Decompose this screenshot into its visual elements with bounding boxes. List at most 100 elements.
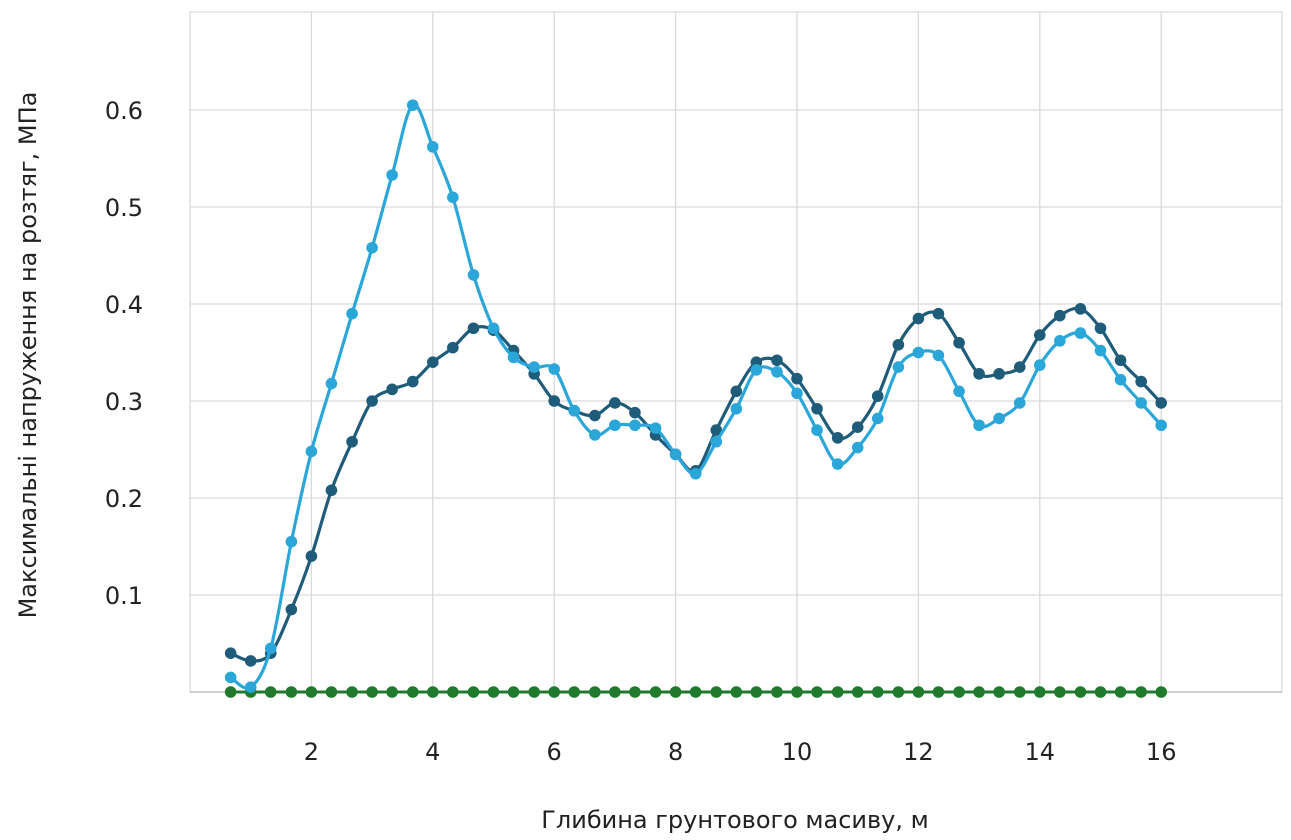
series-2-point-9: [406, 686, 419, 698]
series-1-point-39: [1013, 397, 1026, 409]
series-0-point-35: [932, 307, 945, 320]
series-1-point-25: [730, 402, 743, 415]
series-2-point-26: [750, 686, 763, 698]
y-tick-label-0: 0.1: [105, 582, 143, 610]
series-2-point-5: [325, 686, 338, 698]
series-1-point-41: [1054, 335, 1066, 347]
series-1-point-19: [609, 419, 621, 432]
x-tick-label-4: 10: [782, 738, 813, 766]
series-2-point-2: [264, 686, 277, 698]
series-0-point-39: [1013, 361, 1026, 373]
series-2-point-36: [953, 686, 965, 698]
series-0-point-25: [730, 385, 743, 398]
series-0-point-9: [406, 375, 419, 388]
series-2-point-21: [649, 686, 662, 698]
series-1-point-2: [264, 642, 277, 655]
series-1-point-5: [325, 377, 338, 390]
series-0-point-8: [386, 383, 398, 396]
series-2-point-23: [689, 686, 702, 698]
series-2-point-14: [507, 686, 520, 698]
series-1-point-20: [629, 419, 641, 432]
series-1-point-38: [993, 412, 1005, 425]
series-2-point-15: [528, 686, 540, 698]
series-0-point-44: [1114, 354, 1127, 367]
series-1-point-3: [285, 535, 298, 548]
series-2-point-6: [346, 686, 358, 698]
series-1-point-35: [932, 349, 945, 362]
series-1-point-11: [447, 191, 459, 204]
series-1-point-46: [1155, 419, 1167, 432]
series-2-point-32: [871, 686, 884, 698]
series-2-point-3: [285, 686, 298, 698]
series-0-point-10: [427, 356, 439, 369]
series-0-point-1: [244, 655, 257, 667]
series-2-point-19: [609, 686, 621, 698]
series-2-point-13: [487, 686, 500, 698]
series-1-point-30: [831, 458, 844, 470]
series-1-point-7: [366, 241, 378, 254]
series-1-point-42: [1074, 327, 1087, 339]
series-2-point-33: [892, 686, 905, 698]
series-2-point-17: [568, 686, 581, 698]
series-1-point-12: [467, 269, 480, 281]
series-2-point-39: [1013, 686, 1026, 698]
series-1-point-8: [386, 169, 398, 181]
series-0-point-45: [1135, 375, 1147, 388]
series-1-point-13: [487, 322, 500, 335]
series-group: [224, 99, 1167, 698]
series-1-point-26: [750, 364, 763, 376]
series-0-point-41: [1054, 309, 1066, 322]
x-tick-label-6: 14: [1025, 738, 1056, 766]
series-2-point-44: [1114, 686, 1127, 698]
series-1-point-22: [669, 448, 682, 461]
series-2-point-31: [851, 686, 864, 698]
series-0-point-30: [831, 432, 844, 444]
y-axis-title: Максимальні напруження на розтяг, МПа: [14, 92, 42, 619]
series-0-point-46: [1155, 397, 1167, 409]
series-1-point-9: [406, 99, 419, 111]
series-2-point-11: [447, 686, 459, 698]
series-1-point-36: [953, 385, 965, 398]
series-1-point-43: [1094, 344, 1107, 357]
series-2-point-18: [589, 686, 601, 698]
series-1-point-1: [244, 681, 257, 693]
series-1-point-44: [1114, 373, 1127, 386]
series-1-point-31: [851, 441, 864, 454]
series-1-point-24: [710, 435, 723, 448]
series-2-point-4: [305, 686, 318, 698]
series-1-point-21: [649, 422, 662, 434]
series-2-point-42: [1074, 686, 1087, 698]
series-1-point-27: [771, 366, 783, 378]
series-2-point-20: [629, 686, 641, 698]
series-0-point-7: [366, 395, 378, 407]
series-1-point-34: [912, 346, 925, 359]
series-0-point-27: [771, 354, 783, 367]
series-2-point-27: [771, 686, 783, 698]
series-1-point-16: [548, 363, 560, 375]
x-tick-labels: 2 4 6 8 10 12 14 16: [304, 738, 1177, 766]
series-0-point-33: [892, 338, 905, 351]
series-2-point-30: [831, 686, 844, 698]
series-1-point-15: [528, 361, 540, 373]
series-0-point-29: [811, 402, 823, 415]
series-2-point-37: [973, 686, 985, 698]
series-1-point-45: [1135, 397, 1147, 409]
series-0-point-24: [710, 424, 723, 436]
series-0-point-11: [447, 341, 459, 354]
series-0-point-31: [851, 421, 864, 433]
series-0-point-37: [973, 368, 985, 380]
series-1-point-0: [224, 671, 237, 684]
series-1-point-33: [892, 361, 905, 373]
series-2-point-38: [993, 686, 1005, 698]
series-0-point-4: [305, 550, 318, 562]
series-1-point-6: [346, 307, 358, 320]
series-1-point-17: [568, 404, 581, 417]
series-2-point-22: [669, 686, 682, 698]
series-2-point-35: [932, 686, 945, 698]
series-0-point-42: [1074, 303, 1087, 315]
series-1-point-32: [871, 412, 884, 425]
series-1-point-29: [811, 424, 823, 436]
x-tick-label-7: 16: [1146, 738, 1177, 766]
series-0-point-16: [548, 395, 560, 407]
